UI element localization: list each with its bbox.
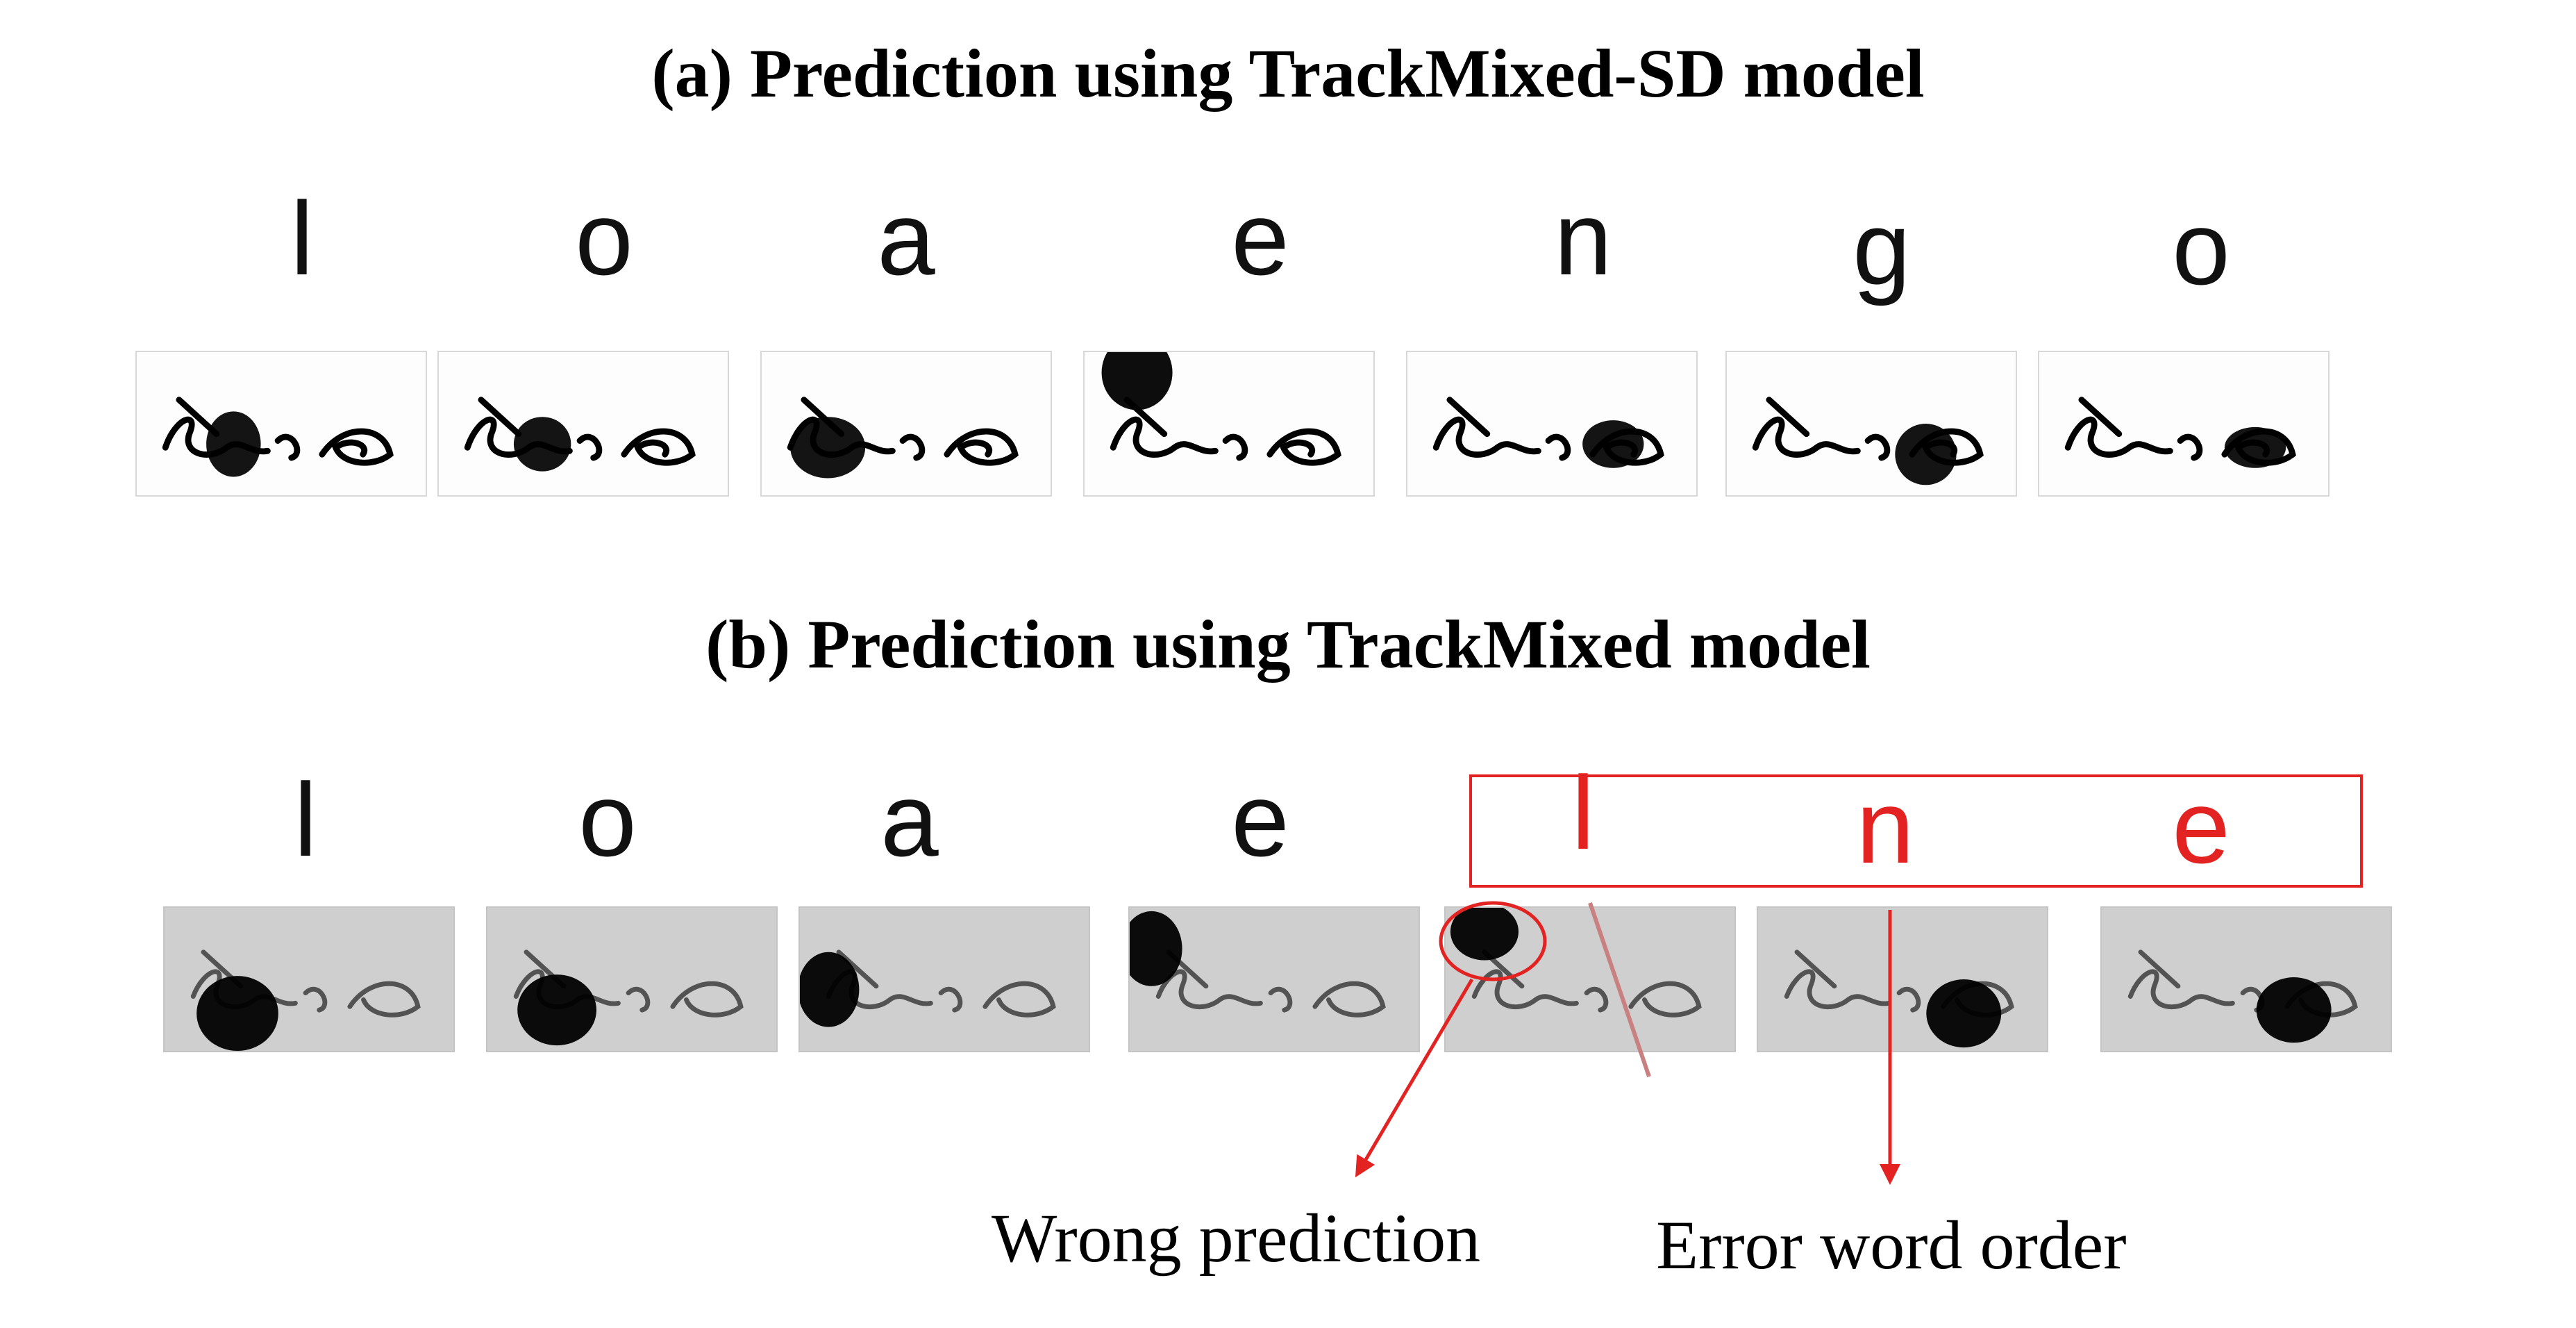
attention-map [1784, 949, 2014, 1048]
attention-map [800, 949, 1056, 1027]
attention-map [787, 397, 1019, 479]
error-word-order-label: Error word order [1656, 1206, 2127, 1284]
error-highlight-box [1469, 774, 2363, 888]
attention-map-panel [760, 351, 1052, 497]
attention-map [2127, 949, 2358, 1043]
attention-map-panel [437, 351, 729, 497]
row-a-letter: l [290, 180, 314, 297]
title-b: (b) Prediction using TrackMixed model [705, 606, 1871, 683]
attention-map-panel [1725, 351, 2017, 497]
attention-map-panel [1444, 906, 1736, 1052]
row-a-letter: o [2172, 190, 2230, 306]
attention-map [464, 397, 696, 472]
attention-map [1130, 911, 1386, 1018]
row-a-letter: e [1231, 180, 1289, 297]
attention-map-panel [486, 906, 778, 1052]
attention-map [513, 949, 744, 1046]
attention-map-panel [798, 906, 1090, 1052]
attention-map-panel [1757, 906, 2048, 1052]
attention-map [162, 397, 394, 477]
attention-map-panel [135, 351, 427, 497]
row-a-letter: a [877, 180, 935, 297]
attention-map [2064, 397, 2296, 468]
row-a-letter: o [575, 180, 633, 297]
attention-map [1450, 908, 1702, 1018]
attention-map [1101, 352, 1341, 466]
attention-map-panel [2100, 906, 2392, 1052]
attention-map-panel [1406, 351, 1698, 497]
attention-map-panel [1083, 351, 1375, 497]
row-b-letter: o [578, 761, 637, 878]
row-b-letter: l [294, 761, 317, 878]
attention-map [1752, 397, 1984, 485]
row-b-letter-wrong: l [1571, 754, 1595, 871]
attention-map [190, 949, 421, 1051]
row-a-letter: n [1554, 180, 1612, 297]
row-b-letter: e [1231, 761, 1289, 878]
title-a: (a) Prediction using TrackMixed-SD model [651, 35, 1925, 112]
row-a-letter: g [1852, 190, 1911, 306]
row-b-letter: a [880, 761, 939, 878]
attention-map-panel [1128, 906, 1420, 1052]
row-b-letter-wrong: n [1856, 768, 1914, 885]
wrong-prediction-label: Wrong prediction [992, 1200, 1481, 1277]
row-b-letter-wrong: e [2172, 768, 2230, 885]
attention-map-panel [2038, 351, 2330, 497]
attention-map [1432, 397, 1664, 468]
attention-map-panel [163, 906, 455, 1052]
